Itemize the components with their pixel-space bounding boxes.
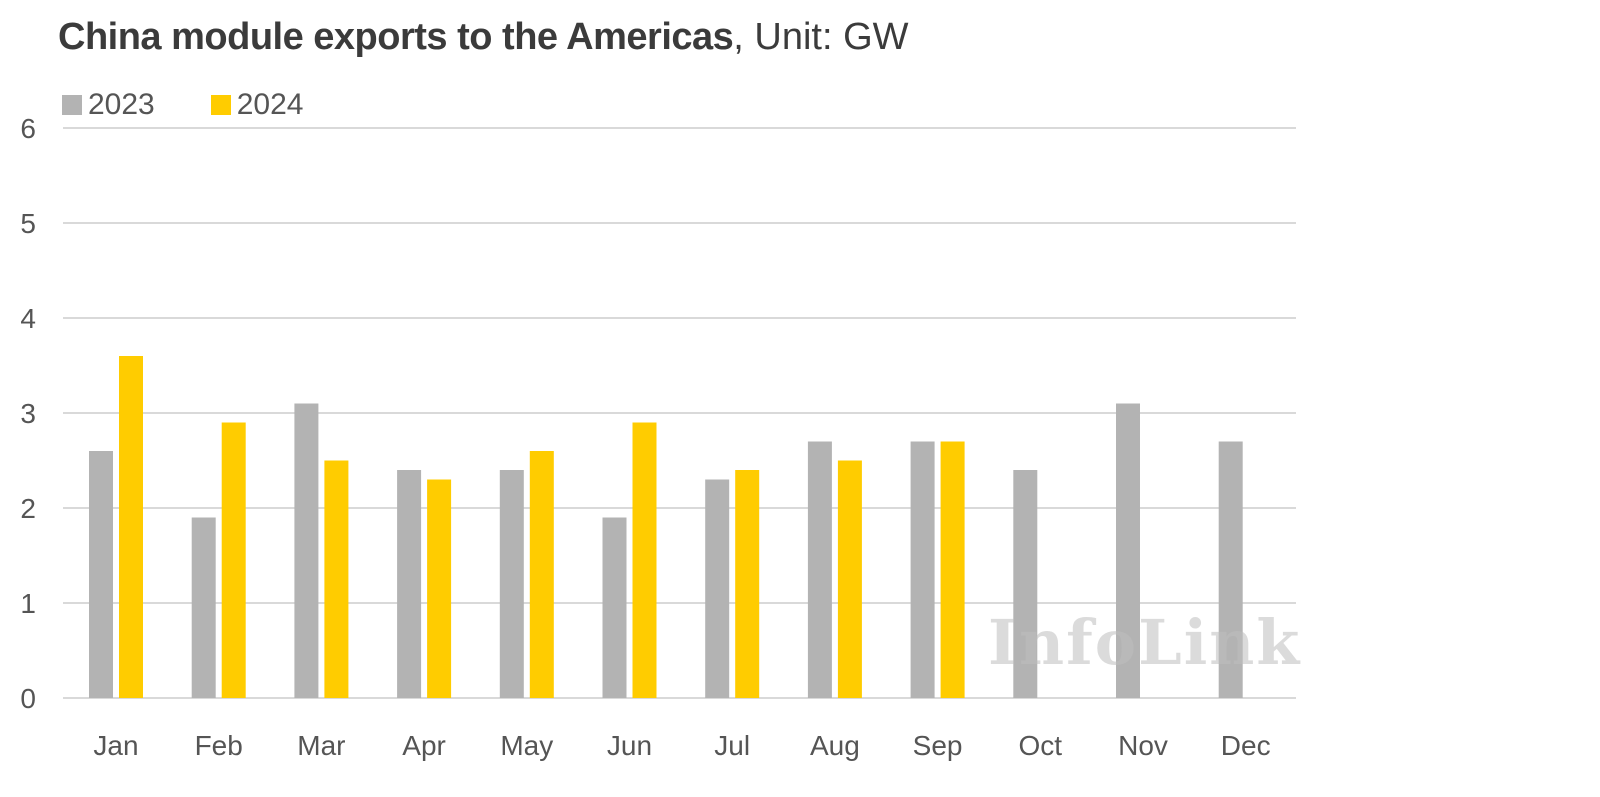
x-tick-label-sep: Sep — [913, 730, 963, 761]
bar-2023-sep — [910, 441, 935, 698]
legend: 2023 2024 — [62, 88, 360, 122]
chart-title: China module exports to the Americas, Un… — [58, 14, 909, 60]
legend-label-2023: 2023 — [88, 88, 155, 121]
legend-item-2024: 2024 — [210, 88, 304, 122]
x-tick-label-jun: Jun — [607, 730, 652, 761]
bar-2023-dec — [1218, 441, 1243, 698]
chart-title-unit: , Unit: GW — [733, 16, 909, 58]
legend-label-2024: 2024 — [236, 88, 304, 121]
legend-swatch-2024 — [210, 95, 231, 115]
x-tick-label-oct: Oct — [1019, 730, 1063, 761]
bar-2023-jan — [89, 451, 113, 698]
y-tick-label: 3 — [20, 398, 36, 429]
x-tick-label-apr: Apr — [402, 730, 446, 761]
bar-2024-jan — [119, 356, 143, 698]
bar-2023-mar — [294, 403, 319, 698]
x-tick-label-aug: Aug — [810, 730, 860, 761]
gridlines — [63, 127, 1296, 699]
x-tick-label-dec: Dec — [1221, 730, 1271, 761]
x-axis-ticks: Jan Feb Mar Apr May Jun Jul Aug Sep Oct Nov Dec — [93, 730, 1270, 761]
bar-2023-aug — [807, 441, 832, 698]
y-tick-label: 6 — [20, 113, 36, 144]
x-tick-label-nov: Nov — [1118, 730, 1168, 761]
bar-2024-apr — [427, 479, 452, 698]
bar-2023-nov — [1116, 403, 1140, 698]
bar-2024-may — [529, 451, 554, 698]
y-tick-label: 2 — [20, 493, 36, 524]
x-tick-label-jan: Jan — [93, 730, 138, 761]
bar-2024-aug — [837, 460, 862, 698]
bar-2024-jul — [735, 470, 760, 698]
chart-title-main: China module exports to the Americas — [58, 16, 734, 58]
x-tick-label-mar: Mar — [297, 730, 345, 761]
y-tick-label: 4 — [20, 303, 36, 334]
bar-2024-mar — [324, 460, 349, 698]
bar-2024-sep — [940, 441, 965, 698]
watermark-logo: InfoLink — [988, 606, 1301, 679]
bar-2024-jun — [632, 422, 657, 698]
bar-2023-may — [499, 470, 524, 698]
y-tick-label: 5 — [20, 208, 36, 239]
bar-2023-oct — [1013, 470, 1038, 698]
y-tick-label: 1 — [20, 588, 36, 619]
bar-2023-jul — [705, 479, 730, 698]
y-tick-label: 0 — [20, 683, 36, 714]
bar-2023-apr — [397, 470, 422, 698]
legend-item-2023: 2023 — [62, 88, 155, 122]
legend-swatch-2023 — [62, 95, 82, 115]
x-tick-label-jul: Jul — [714, 730, 750, 761]
bar-2023-jun — [602, 517, 627, 698]
x-tick-label-may: May — [500, 730, 553, 761]
bar-2023-feb — [191, 517, 216, 698]
bars — [89, 356, 1243, 698]
x-tick-label-feb: Feb — [195, 730, 243, 761]
bar-2024-feb — [221, 422, 246, 698]
y-axis-ticks: 0 1 2 3 4 5 6 — [20, 113, 36, 714]
